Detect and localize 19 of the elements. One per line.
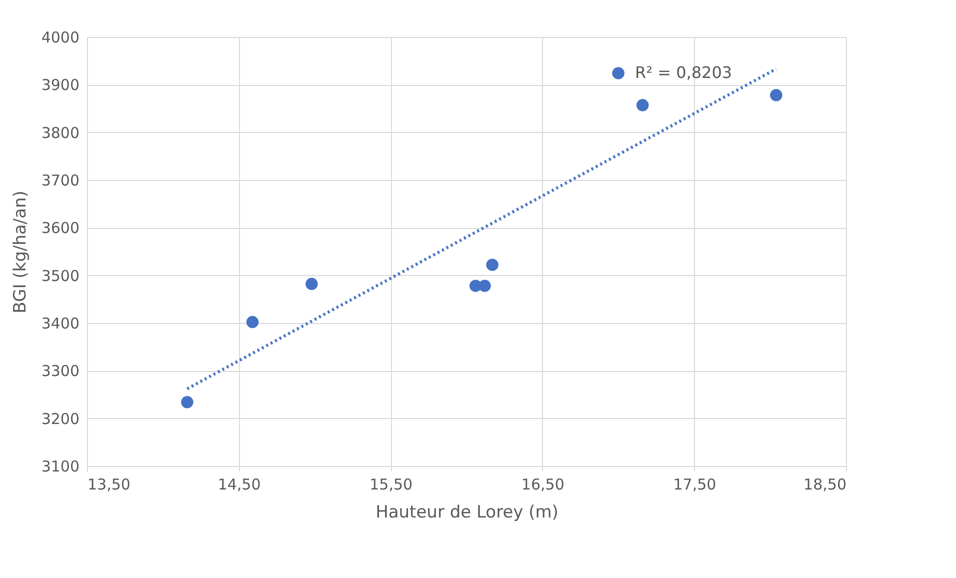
- y-tick-label: 3700: [41, 172, 80, 190]
- x-tick-label: 16,50: [521, 476, 564, 494]
- y-tick-label: 3400: [41, 314, 80, 332]
- y-tick-label: 3800: [41, 124, 80, 142]
- x-tick-label: 13,50: [88, 476, 130, 494]
- y-tick-label: 3300: [41, 362, 80, 380]
- y-tick-label: 3900: [41, 76, 80, 94]
- annotation: R² = 0,8203: [635, 63, 732, 82]
- y-tick-label: 3200: [41, 410, 80, 428]
- y-tick-label: 3500: [41, 266, 80, 285]
- y-axis-title: BGI (kg/ha/an): [10, 190, 30, 314]
- y-tick-label: 4000: [41, 28, 80, 46]
- y-tick-label: 3600: [41, 219, 80, 238]
- x-tick-label: 18,50: [804, 476, 846, 494]
- x-tick-label: 17,50: [673, 476, 716, 494]
- x-tick-label: 15,50: [370, 476, 413, 494]
- x-axis-title: Hauteur de Lorey (m): [376, 502, 558, 522]
- x-tick-label: 14,50: [218, 476, 261, 494]
- y-tick-label: 3100: [41, 458, 80, 476]
